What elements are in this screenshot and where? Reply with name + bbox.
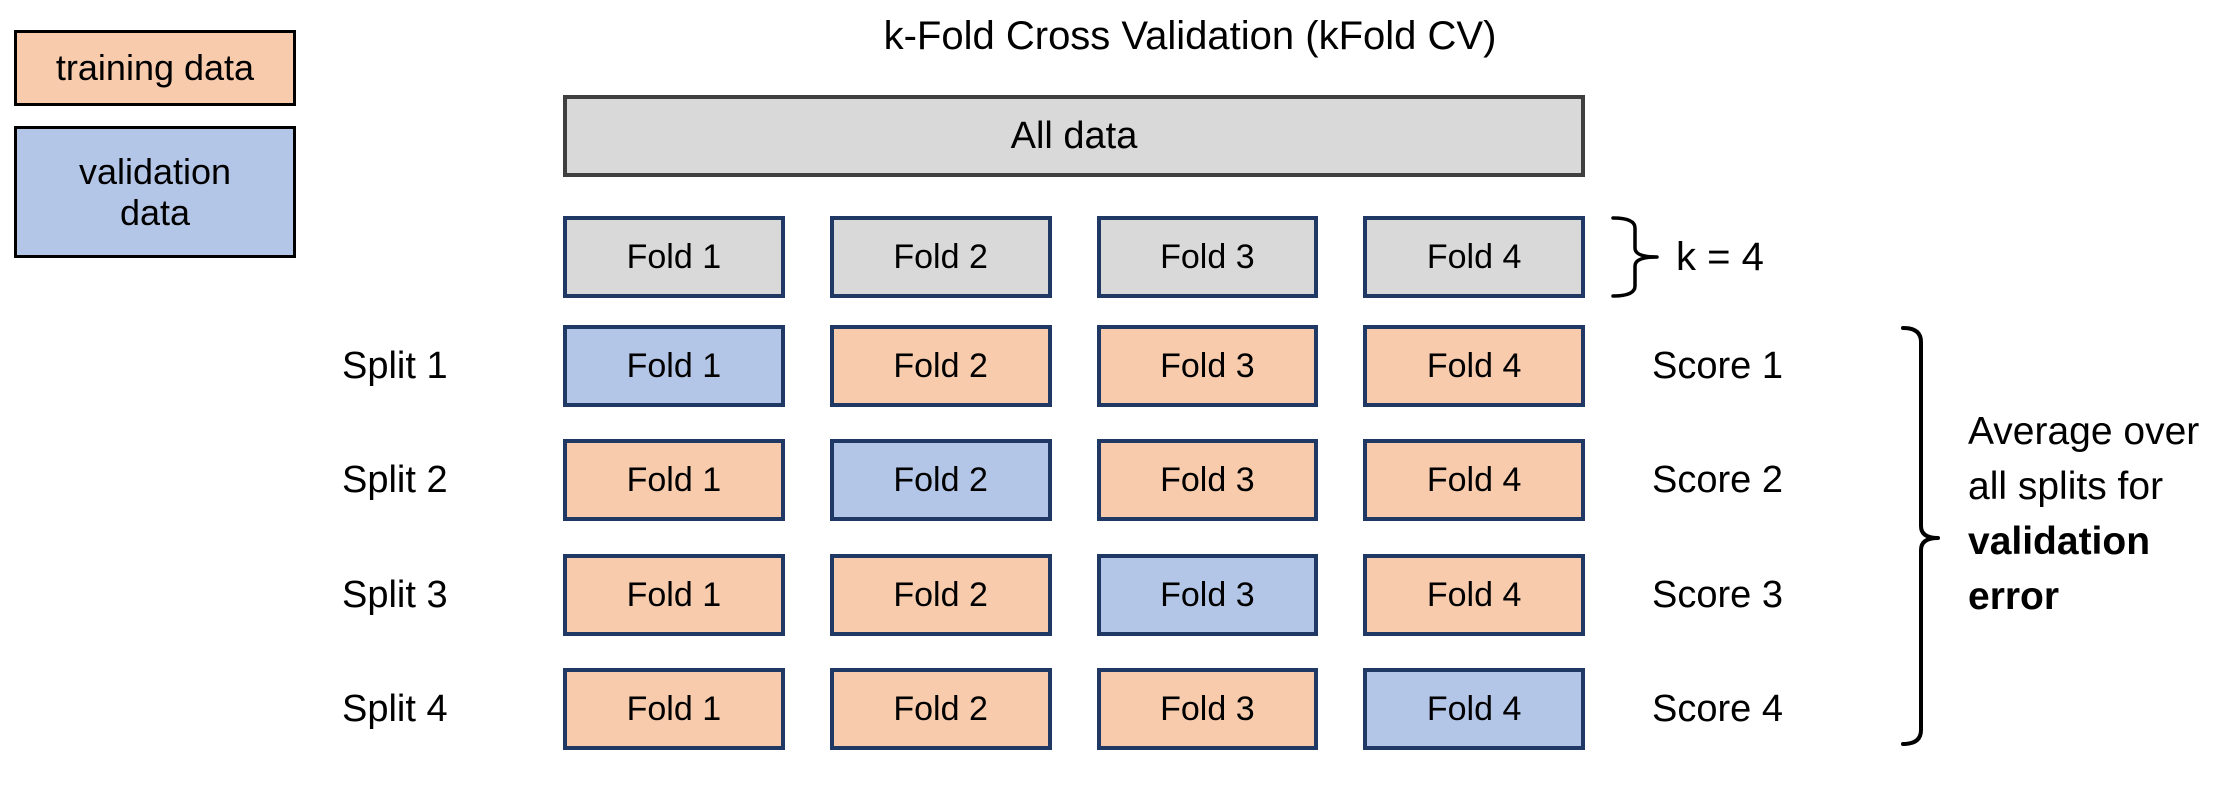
score-1-label: Score 1 [1652, 344, 1783, 387]
split-1-fold-2-cell: Fold 2 [829, 325, 1052, 407]
split-1-row: Fold 1 Fold 2 Fold 3 Fold 4 [563, 325, 1585, 407]
split-2-row: Fold 1 Fold 2 Fold 3 Fold 4 [563, 439, 1585, 521]
split-3-fold-4-cell: Fold 4 [1363, 554, 1585, 636]
average-brace [1901, 326, 1940, 746]
split-3-row: Fold 1 Fold 2 Fold 3 Fold 4 [563, 554, 1585, 636]
split-2-fold-2-cell: Fold 2 [829, 439, 1052, 521]
all-data-label: All data [1010, 114, 1138, 157]
annotation-line-4: error [1968, 575, 2060, 618]
score-3-label: Score 3 [1652, 573, 1783, 616]
split-4-fold-1-cell: Fold 1 [563, 668, 785, 750]
split-2-fold-3-cell: Fold 3 [1096, 439, 1319, 521]
score-4-label: Score 4 [1652, 687, 1783, 730]
header-fold-2-cell: Fold 2 [829, 216, 1052, 298]
split-4-row: Fold 1 Fold 2 Fold 3 Fold 4 [563, 668, 1585, 750]
diagram-title: k-Fold Cross Validation (kFold CV) [883, 14, 1497, 58]
split-4-fold-2-cell: Fold 2 [829, 668, 1052, 750]
score-2-label: Score 2 [1652, 458, 1783, 501]
header-fold-4-cell: Fold 4 [1363, 216, 1585, 298]
split-3-fold-1-cell: Fold 1 [563, 554, 785, 636]
split-2-label: Split 2 [342, 458, 448, 501]
header-fold-1-cell: Fold 1 [563, 216, 785, 298]
split-1-fold-1-cell: Fold 1 [563, 325, 785, 407]
split-4-fold-3-cell: Fold 3 [1096, 668, 1319, 750]
annotation-line-3: validation [1968, 520, 2151, 563]
k-value-label: k = 4 [1676, 234, 1764, 279]
split-2-fold-1-cell: Fold 1 [563, 439, 785, 521]
legend-validation-box: validation data [14, 126, 296, 258]
split-3-label: Split 3 [342, 573, 448, 616]
split-1-fold-4-cell: Fold 4 [1363, 325, 1585, 407]
annotation-line-1: Average over [1968, 410, 2200, 453]
split-4-label: Split 4 [342, 687, 448, 730]
header-fold-3-cell: Fold 3 [1096, 216, 1319, 298]
split-1-label: Split 1 [342, 344, 448, 387]
k-brace [1611, 216, 1659, 298]
split-1-fold-3-cell: Fold 3 [1096, 325, 1319, 407]
all-data-bar: All data [563, 95, 1585, 177]
average-annotation: Average over all splits for validation e… [1968, 404, 2222, 624]
annotation-line-2: all splits for [1968, 465, 2164, 508]
split-3-fold-2-cell: Fold 2 [829, 554, 1052, 636]
fold-header-row: Fold 1 Fold 2 Fold 3 Fold 4 [563, 216, 1585, 298]
split-2-fold-4-cell: Fold 4 [1363, 439, 1585, 521]
legend-training-box: training data [14, 30, 296, 106]
legend-validation-label: validation data [78, 150, 232, 233]
split-3-fold-3-cell: Fold 3 [1096, 554, 1319, 636]
split-4-fold-4-cell: Fold 4 [1363, 668, 1585, 750]
legend-training-label: training data [55, 47, 255, 89]
